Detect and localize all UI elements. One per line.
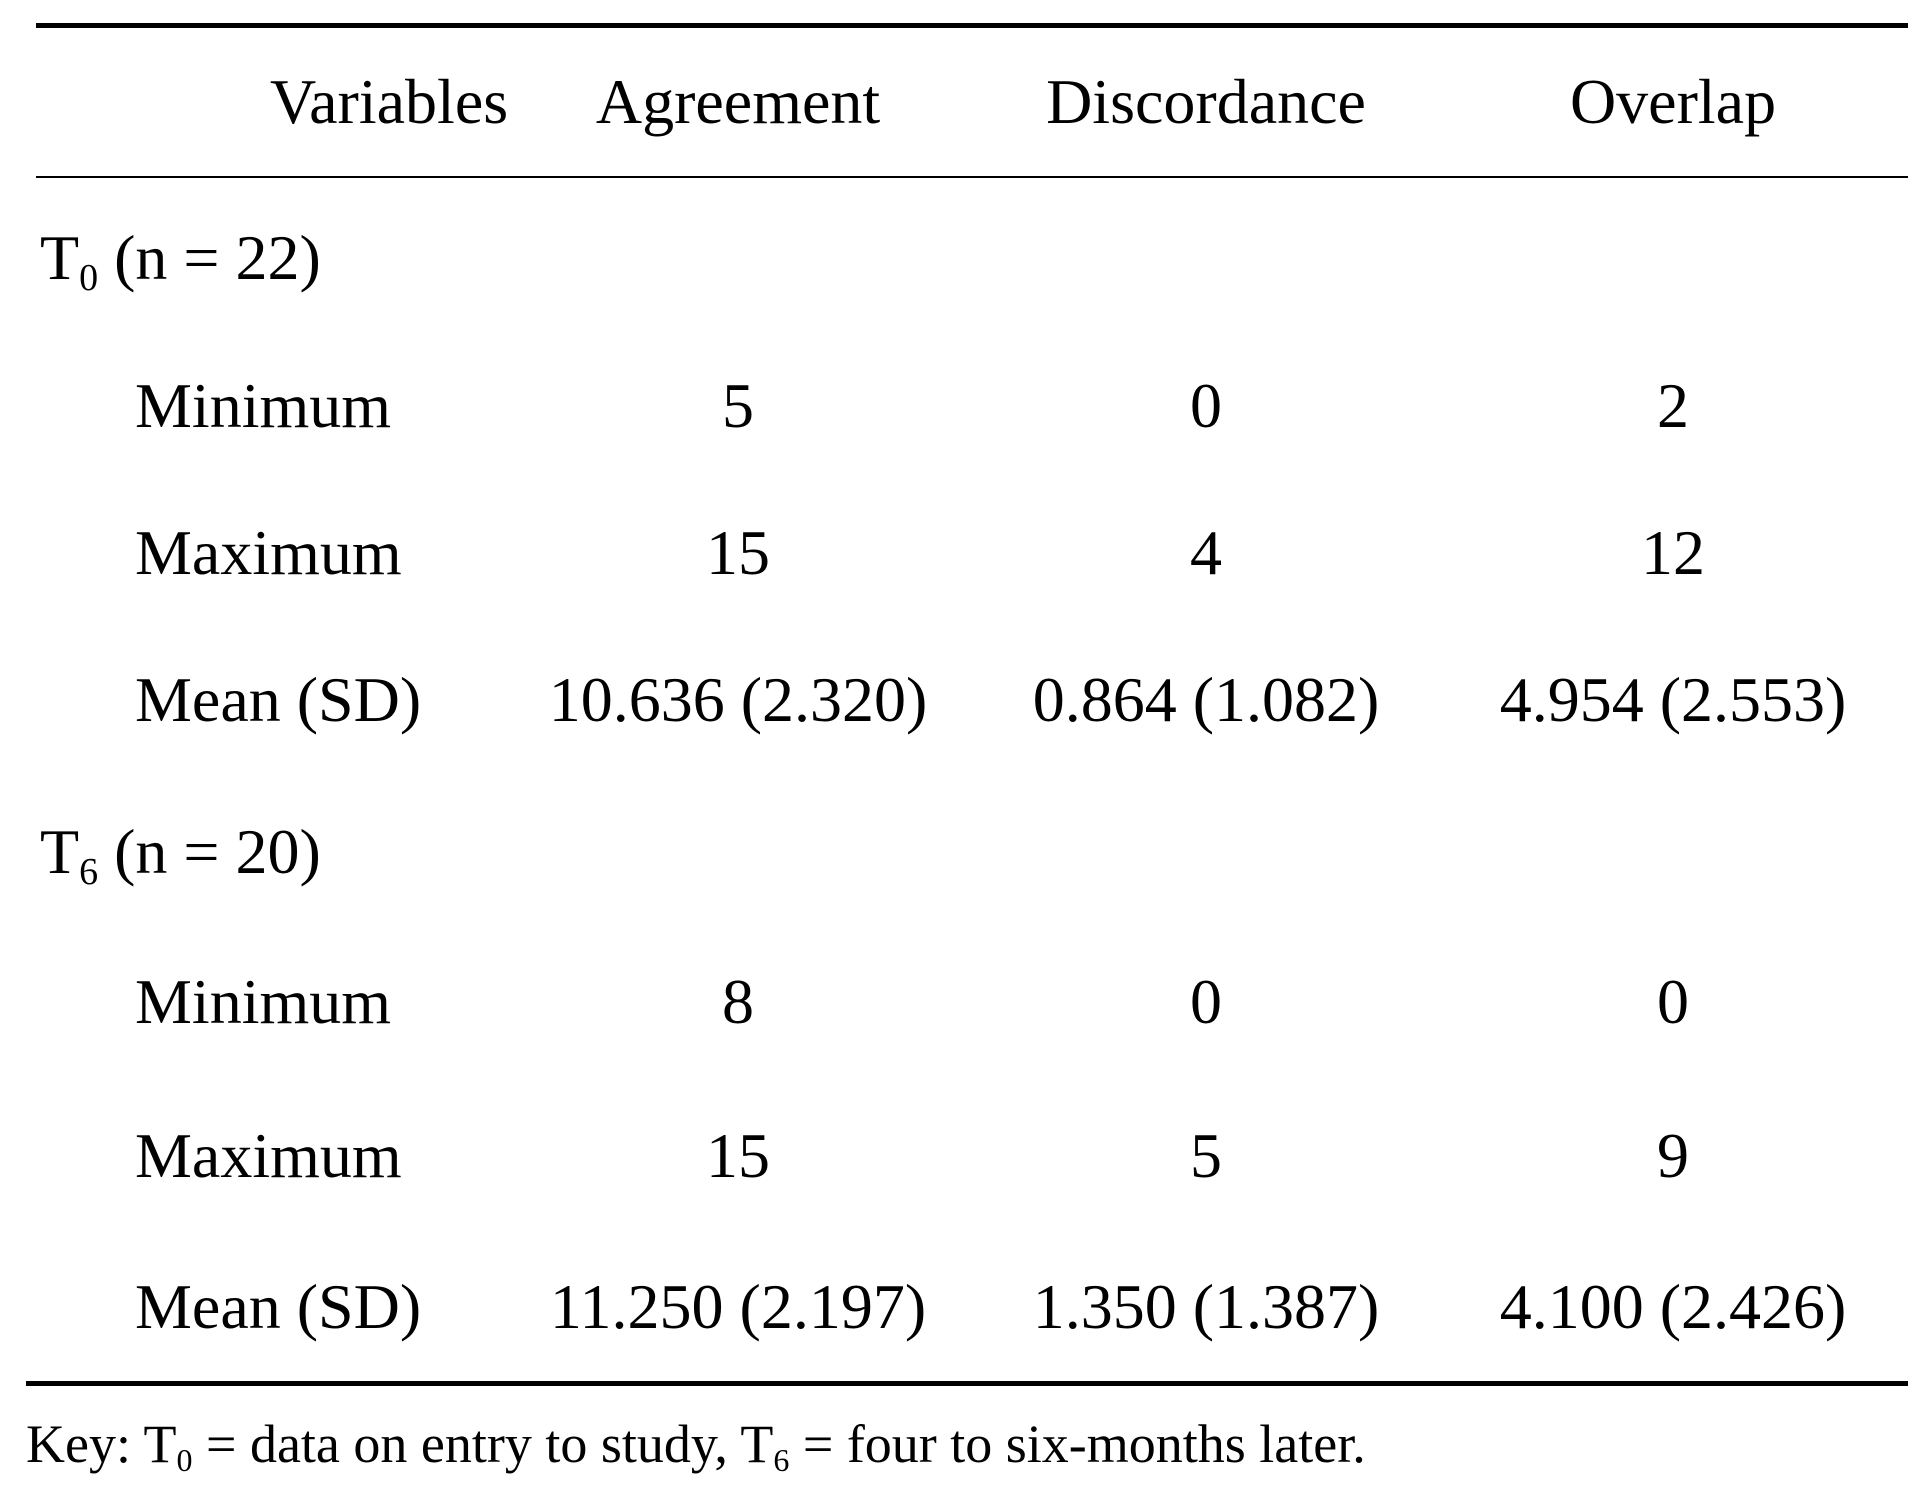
table-cell: 1.350 (1.387) bbox=[1032, 1271, 1380, 1342]
table-cell: 0 bbox=[1190, 370, 1222, 441]
row-label: Minimum bbox=[135, 370, 392, 441]
table-cell: 0.864 (1.082) bbox=[1032, 664, 1380, 735]
header-discordance: Discordance bbox=[1046, 66, 1366, 137]
table-bottom-rule bbox=[26, 1381, 1908, 1386]
table-cell: 0 bbox=[1657, 966, 1689, 1037]
header-agreement: Agreement bbox=[595, 66, 881, 137]
table-cell: 11.250 (2.197) bbox=[549, 1271, 927, 1342]
table-cell: 4.954 (2.553) bbox=[1499, 664, 1847, 735]
table-cell: 12 bbox=[1641, 517, 1705, 588]
row-label: Maximum bbox=[135, 517, 402, 588]
table-cell: 4 bbox=[1190, 517, 1222, 588]
header-variables: Variables bbox=[270, 66, 509, 137]
group-label-t6: T6 (n = 20) bbox=[40, 816, 321, 893]
row-label: Mean (SD) bbox=[135, 1271, 422, 1342]
row-label: Mean (SD) bbox=[135, 664, 422, 735]
table-header-rule bbox=[36, 176, 1908, 178]
table-cell: 4.100 (2.426) bbox=[1499, 1271, 1847, 1342]
table-footnote: Key: T0 = data on entry to study, T6 = f… bbox=[26, 1414, 1366, 1478]
table-cell: 5 bbox=[1190, 1120, 1222, 1191]
table-cell: 8 bbox=[722, 966, 754, 1037]
table-cell: 10.636 (2.320) bbox=[548, 664, 928, 735]
row-label: Maximum bbox=[135, 1120, 402, 1191]
table-cell: 2 bbox=[1657, 370, 1689, 441]
table-cell: 5 bbox=[722, 370, 754, 441]
header-overlap: Overlap bbox=[1569, 66, 1777, 137]
table-cell: 9 bbox=[1657, 1120, 1689, 1191]
row-label: Minimum bbox=[135, 966, 392, 1037]
table-cell: 0 bbox=[1190, 966, 1222, 1037]
group-label-t0: T0 (n = 22) bbox=[40, 222, 321, 299]
table-cell: 15 bbox=[706, 1120, 770, 1191]
table-cell: 15 bbox=[706, 517, 770, 588]
table-top-rule bbox=[36, 23, 1908, 28]
